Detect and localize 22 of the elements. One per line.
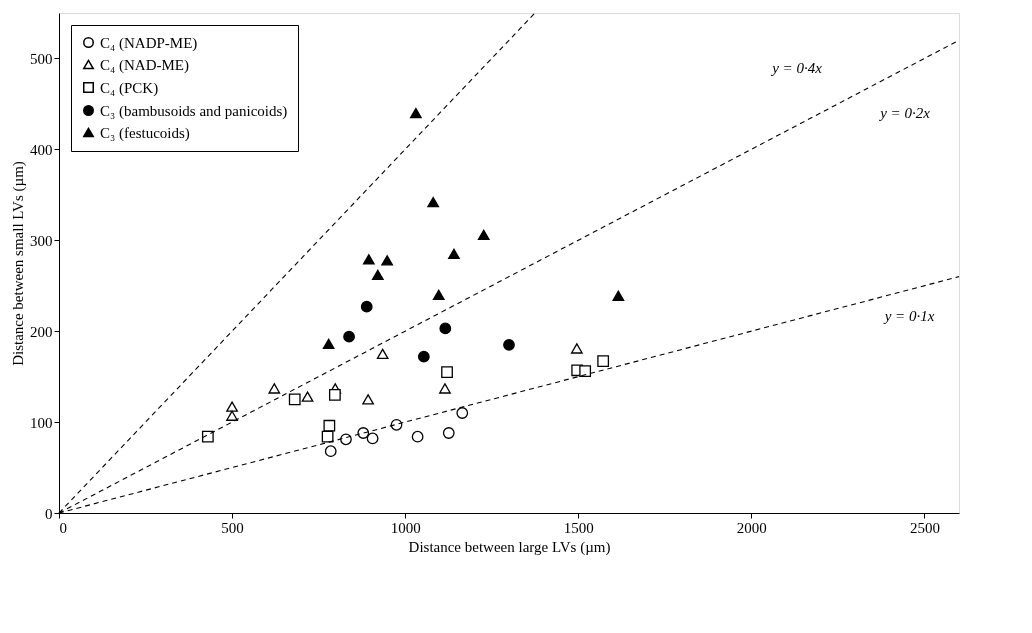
legend-label: C₄ (PCK) xyxy=(100,79,159,97)
legend-label: C₄ (NAD-ME) xyxy=(100,56,189,74)
y-tick-label: 0 xyxy=(45,505,53,522)
x-tick-label: 2500 xyxy=(909,519,940,536)
x-tick-label: 1000 xyxy=(390,519,421,536)
x-tick-label: 2000 xyxy=(736,519,767,536)
annotation: y = 0·2x xyxy=(878,105,931,121)
x-tick-label: 1500 xyxy=(563,519,594,536)
x-axis-title: Distance between large LVs (µm) xyxy=(408,538,611,556)
annotation: y = 0·1x xyxy=(882,307,935,324)
y-tick-label: 400 xyxy=(30,141,53,158)
legend-label: C₄ (NADP-ME) xyxy=(100,34,198,52)
annotation: y = 0·4x xyxy=(770,60,823,76)
legend-label: C₃ (festucoids) xyxy=(100,124,190,142)
y-tick-label: 200 xyxy=(30,323,53,340)
x-tick-label: 500 xyxy=(221,519,244,536)
y-tick-label: 300 xyxy=(30,232,53,249)
x-tick-label: 0 xyxy=(59,519,67,536)
y-tick-label: 100 xyxy=(30,414,53,431)
legend-label: C₃ (bambusoids and panicoids) xyxy=(100,102,288,120)
y-tick-label: 500 xyxy=(30,50,53,67)
y-axis-title: Distance between small LVs (µm) xyxy=(10,161,27,366)
